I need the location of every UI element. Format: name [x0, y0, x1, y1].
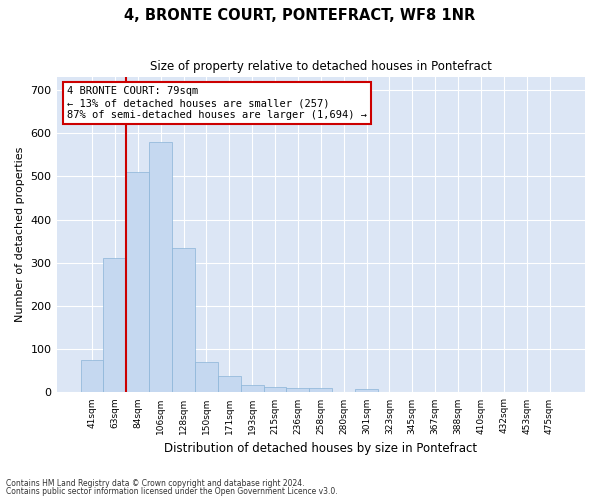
Bar: [149, 142, 172, 393]
Text: Contains HM Land Registry data © Crown copyright and database right 2024.: Contains HM Land Registry data © Crown c…: [6, 478, 305, 488]
X-axis label: Distribution of detached houses by size in Pontefract: Distribution of detached houses by size …: [164, 442, 478, 455]
Bar: [286, 388, 310, 392]
Bar: [80, 360, 103, 392]
Bar: [172, 248, 195, 392]
Title: Size of property relative to detached houses in Pontefract: Size of property relative to detached ho…: [150, 60, 492, 73]
Bar: [310, 388, 332, 392]
Text: 4, BRONTE COURT, PONTEFRACT, WF8 1NR: 4, BRONTE COURT, PONTEFRACT, WF8 1NR: [124, 8, 476, 22]
Bar: [263, 387, 286, 392]
Bar: [103, 258, 127, 392]
Y-axis label: Number of detached properties: Number of detached properties: [15, 147, 25, 322]
Text: 4 BRONTE COURT: 79sqm
← 13% of detached houses are smaller (257)
87% of semi-det: 4 BRONTE COURT: 79sqm ← 13% of detached …: [67, 86, 367, 120]
Bar: [127, 172, 149, 392]
Text: Contains public sector information licensed under the Open Government Licence v3: Contains public sector information licen…: [6, 487, 338, 496]
Bar: [355, 389, 378, 392]
Bar: [241, 384, 263, 392]
Bar: [218, 376, 241, 392]
Bar: [195, 362, 218, 392]
